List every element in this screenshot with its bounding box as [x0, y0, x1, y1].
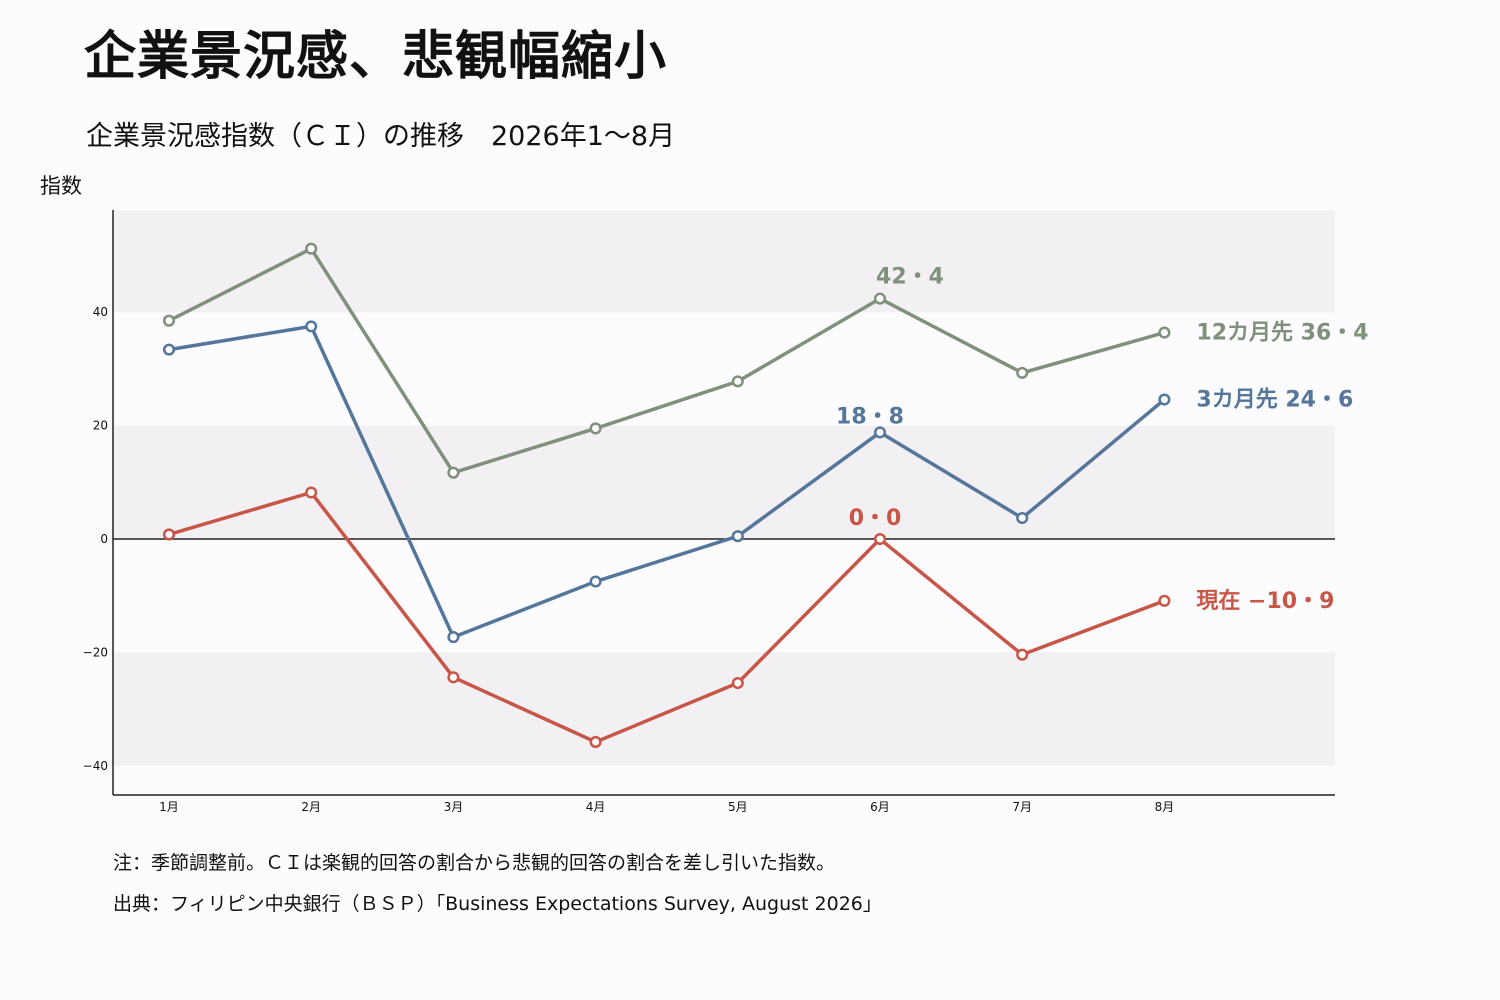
data-point-current	[873, 532, 887, 546]
data-point-current	[589, 735, 602, 749]
data-point-twelve	[873, 292, 887, 305]
data-point-three	[1158, 393, 1171, 406]
data-point-twelve	[731, 375, 744, 388]
data-point-twelve	[1016, 366, 1029, 379]
data-point-three	[162, 343, 176, 356]
end-label-current: 現在 −10・9	[1196, 588, 1334, 614]
y-tick-label: 20	[93, 419, 108, 433]
peak-label-three: 18・8	[836, 404, 904, 429]
peak-label-current: 0・0	[849, 506, 902, 531]
y-axis-label: 指数	[40, 174, 82, 198]
chart-title: 企業景況感、悲観幅縮小	[84, 27, 668, 87]
data-point-twelve	[305, 242, 318, 255]
x-tick-label: 5月	[728, 800, 748, 814]
footnote: 注：季節調整前。ＣＩは楽観的回答の割合から悲観的回答の割合を差し引いた指数。	[113, 852, 836, 874]
data-labels: 12カ月先 36・4 3カ月先 24・6 現在 −10・9 42・4 18・8 0・0	[836, 265, 1369, 614]
series-line-current	[168, 490, 1166, 744]
background-band	[113, 425, 1335, 539]
end-label-twelve: 12カ月先 36・4	[1196, 321, 1368, 346]
data-point-current	[305, 486, 318, 499]
x-tick-label: 2月	[301, 800, 321, 814]
background-band	[113, 210, 1335, 313]
y-tick-label: 0	[100, 532, 108, 546]
data-point-current	[1016, 648, 1029, 661]
x-tick-label: 3月	[444, 800, 464, 814]
data-point-three	[305, 320, 318, 333]
x-tick-label: 8月	[1155, 800, 1175, 814]
chart-subtitle: 企業景況感指数（ＣＩ）の推移 2026年1～8月	[86, 121, 676, 152]
data-point-three	[873, 426, 887, 439]
x-tick-label: 7月	[1012, 800, 1032, 814]
background-bands	[113, 210, 1335, 766]
data-point-twelve	[447, 466, 460, 479]
data-point-three	[731, 530, 744, 543]
data-point-twelve	[589, 422, 602, 435]
data-point-current	[731, 676, 744, 690]
peak-label-twelve: 42・4	[876, 265, 944, 290]
data-point-three	[447, 631, 460, 644]
background-band	[113, 652, 1335, 766]
y-tick-label: −40	[83, 759, 108, 773]
data-point-three	[1016, 511, 1029, 525]
y-tick-label: −20	[83, 645, 108, 659]
source-note: 出典：フィリピン中央銀行（ＢＳＰ）「Business Expectations …	[113, 893, 882, 915]
x-tick-label: 6月	[870, 800, 890, 814]
data-point-twelve	[162, 314, 176, 327]
series-group	[162, 242, 1171, 749]
data-point-twelve	[1158, 326, 1171, 339]
series-line-twelve	[168, 246, 1165, 475]
data-point-current	[1158, 594, 1171, 607]
series-line-three	[168, 324, 1166, 640]
x-tick-label: 1月	[159, 800, 179, 814]
end-label-three: 3カ月先 24・6	[1196, 388, 1353, 413]
y-tick-label: 40	[93, 305, 108, 319]
x-tick-label: 4月	[586, 800, 606, 814]
data-point-three	[589, 575, 602, 588]
data-point-current	[162, 528, 176, 541]
axes: −40 −20 0 20 40 1月 2月 3月 4月 5月 6月 7月 8月	[83, 210, 1335, 814]
data-point-current	[447, 671, 460, 684]
